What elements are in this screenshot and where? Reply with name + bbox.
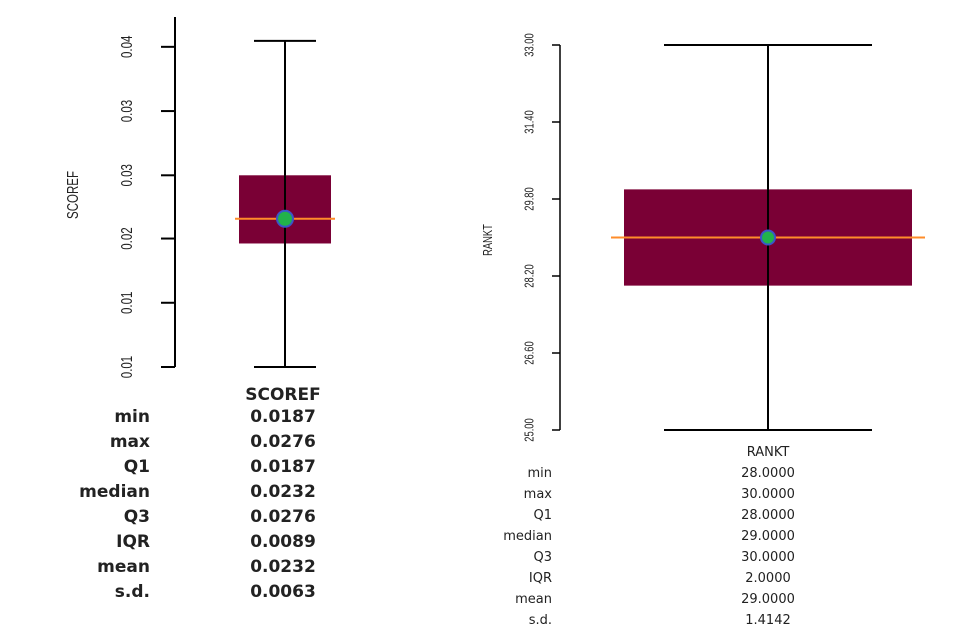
scoref-stat-value: 0.0063 xyxy=(250,582,316,602)
scoref-x-axis-label: SCOREF xyxy=(245,385,321,405)
scoref-y-tick-label: 0.01 xyxy=(117,291,135,314)
rankt-stat-label: Q1 xyxy=(533,508,552,523)
rankt-stat-value: 29.0000 xyxy=(741,529,795,544)
scoref-stat-label: mean xyxy=(97,557,150,577)
rankt-y-tick-label: 33.00 xyxy=(523,33,537,56)
rankt-y-ticks: 25.00 26.60 28.20 29.80 31.40 33.00 xyxy=(523,33,560,442)
rankt-y-tick-label: 28.20 xyxy=(523,264,537,287)
rankt-stat-value: 28.0000 xyxy=(741,508,795,523)
rankt-stat-value: 30.0000 xyxy=(741,487,795,502)
scoref-stat-value: 0.0232 xyxy=(250,482,316,502)
rankt-panel: 25.00 26.60 28.20 29.80 31.40 33.00 RANKT RAN… xyxy=(482,33,925,628)
scoref-y-tick-label: 0.02 xyxy=(117,227,135,250)
rankt-stat-value: 30.0000 xyxy=(741,550,795,565)
scoref-y-tick-label: 0.03 xyxy=(117,100,135,123)
rankt-stat-label: max xyxy=(524,487,553,502)
rankt-stat-label: mean xyxy=(515,592,552,607)
scoref-y-tick-label: 0.04 xyxy=(117,35,135,58)
scoref-y-tick-label: 0.01 xyxy=(117,356,135,379)
rankt-stat-label: IQR xyxy=(529,571,552,586)
scoref-stat-value: 0.0276 xyxy=(250,507,316,527)
scoref-y-ticks: 0.01 0.01 0.02 0.03 0.03 0.04 xyxy=(117,35,175,378)
scoref-stat-label: min xyxy=(114,407,150,427)
rankt-x-axis-label: RANKT xyxy=(747,445,790,460)
scoref-y-axis-label: SCOREF xyxy=(63,171,81,219)
scoref-panel: 0.01 0.01 0.02 0.03 0.03 0.04 SCOREF SCOREF m… xyxy=(63,17,335,602)
rankt-stats-table: min 28.0000 max 30.0000 Q1 28.0000 median 29.00… xyxy=(503,466,795,628)
rankt-stat-value: 1.4142 xyxy=(745,613,791,628)
scoref-stat-value: 0.0187 xyxy=(250,407,316,427)
rankt-stat-label: s.d. xyxy=(529,613,552,628)
rankt-stat-label: min xyxy=(527,466,552,481)
rankt-y-tick-label: 25.00 xyxy=(523,418,537,441)
rankt-stat-label: Q3 xyxy=(533,550,552,565)
rankt-stat-value: 29.0000 xyxy=(741,592,795,607)
rankt-y-tick-label: 29.80 xyxy=(523,187,537,210)
scoref-stat-label: median xyxy=(79,482,150,502)
rankt-stat-label: median xyxy=(503,529,552,544)
rankt-mean-point xyxy=(760,229,776,246)
scoref-mean-point xyxy=(276,209,294,228)
scoref-stat-value: 0.0276 xyxy=(250,432,316,452)
scoref-stat-label: Q3 xyxy=(124,507,150,527)
scoref-y-tick-label: 0.03 xyxy=(117,164,135,187)
rankt-y-tick-label: 26.60 xyxy=(523,341,537,364)
rankt-y-tick-label: 31.40 xyxy=(523,110,537,133)
scoref-stat-label: s.d. xyxy=(115,582,150,602)
scoref-stats-table: min 0.0187 max 0.0276 Q1 0.0187 median 0.0232 Q3… xyxy=(79,407,316,602)
scoref-stat-label: max xyxy=(110,432,150,452)
rankt-stat-value: 28.0000 xyxy=(741,466,795,481)
scoref-stat-value: 0.0187 xyxy=(250,457,316,477)
rankt-y-axis-label: RANKT xyxy=(482,224,496,256)
scoref-stat-value: 0.0232 xyxy=(250,557,316,577)
scoref-stat-value: 0.0089 xyxy=(250,532,316,552)
scoref-stat-label: Q1 xyxy=(124,457,150,477)
scoref-stat-label: IQR xyxy=(116,532,150,552)
rankt-stat-value: 2.0000 xyxy=(745,571,791,586)
